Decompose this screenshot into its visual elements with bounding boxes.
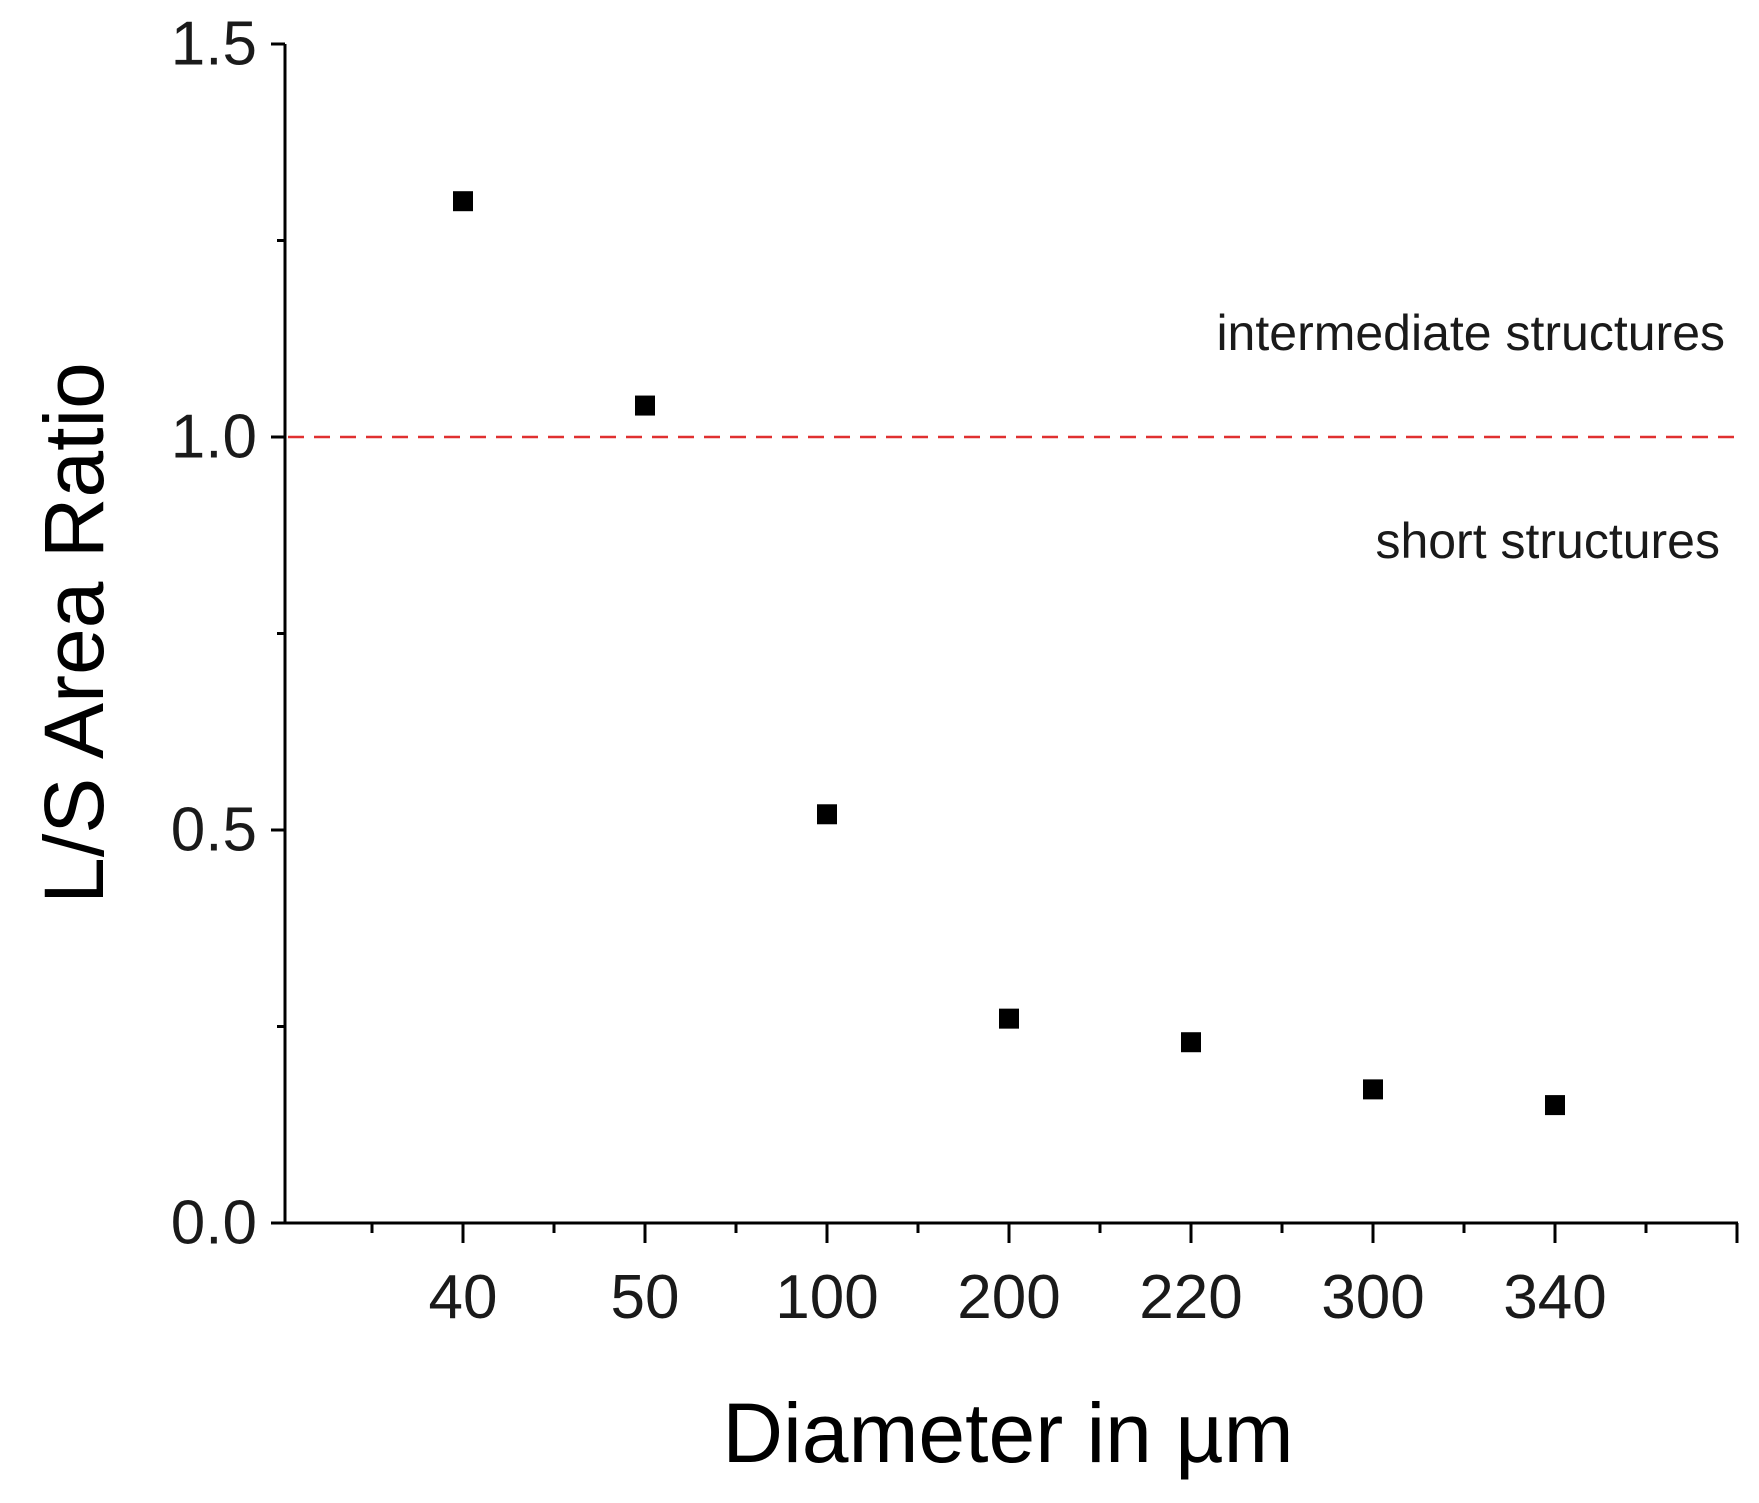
data-point-300	[1363, 1079, 1383, 1100]
data-point-340	[1545, 1095, 1565, 1116]
x-tick-label: 50	[611, 1263, 680, 1332]
data-points	[453, 191, 1565, 1116]
annotation-short-structures: short structures	[1375, 513, 1720, 569]
x-tick-label: 300	[1321, 1263, 1424, 1332]
data-point-50	[635, 395, 655, 416]
x-tick-label: 340	[1503, 1263, 1606, 1332]
x-tick-label: 200	[957, 1263, 1060, 1332]
x-axis-title: Diameter in µm	[722, 1386, 1293, 1480]
data-point-40	[453, 191, 473, 212]
annotation-intermediate-structures: intermediate structures	[1216, 305, 1725, 361]
x-ticks: 40 50 100 200 220 300 340	[370, 1223, 1739, 1332]
data-point-200	[999, 1008, 1019, 1029]
x-tick-label: 40	[429, 1263, 498, 1332]
data-point-100	[817, 804, 837, 825]
x-tick-label: 220	[1139, 1263, 1242, 1332]
y-tick-label: 0.5	[171, 796, 257, 865]
x-tick-label: 100	[775, 1263, 878, 1332]
axes	[283, 44, 1738, 1225]
y-tick-label: 1.5	[171, 10, 257, 79]
y-tick-label: 0.0	[171, 1189, 257, 1258]
y-tick-label: 1.0	[171, 403, 257, 472]
data-point-220	[1181, 1032, 1201, 1053]
y-axis-title: L/S Area Ratio	[27, 362, 121, 904]
y-ticks: 0.0 0.5 1.0 1.5	[171, 10, 285, 1258]
